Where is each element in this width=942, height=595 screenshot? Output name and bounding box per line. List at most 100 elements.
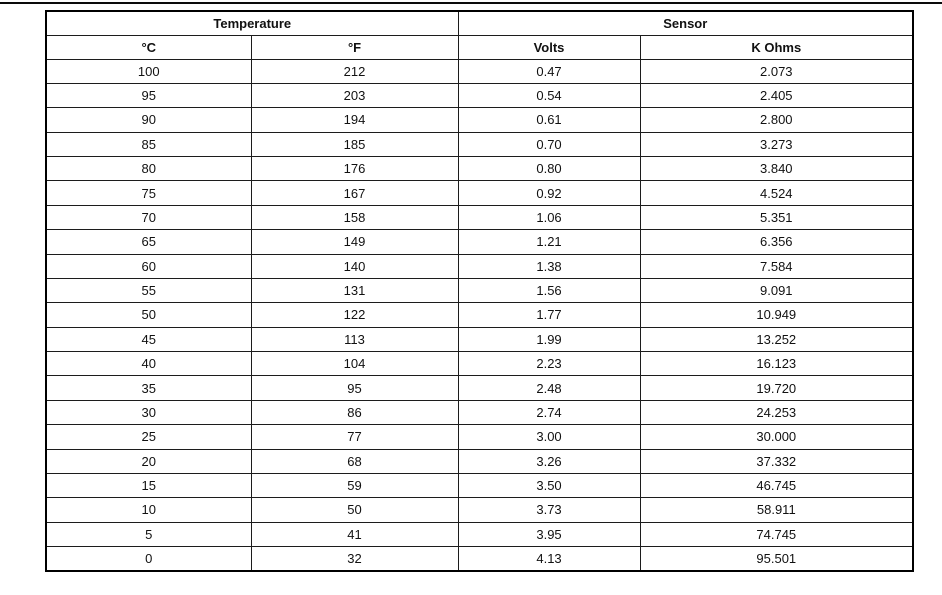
cell-volts: 3.50 xyxy=(457,472,641,499)
cell-celsius: 30 xyxy=(45,399,252,426)
cell-fahrenheit: 68 xyxy=(250,448,459,474)
cell-kohms: 37.332 xyxy=(639,448,914,474)
cell-volts: 0.70 xyxy=(457,131,641,158)
cell-celsius: 45 xyxy=(45,326,252,353)
cell-kohms: 2.800 xyxy=(639,107,914,133)
table-row: 45 113 1.99 13.252 xyxy=(45,326,914,353)
cell-kohms: 19.720 xyxy=(639,375,914,401)
cell-fahrenheit: 185 xyxy=(250,131,459,158)
cell-fahrenheit: 131 xyxy=(250,277,459,304)
cell-volts: 3.00 xyxy=(457,424,641,450)
cell-celsius: 80 xyxy=(45,155,252,182)
cell-fahrenheit: 95 xyxy=(250,375,459,401)
cell-volts: 4.13 xyxy=(457,546,641,572)
table-row: 55 131 1.56 9.091 xyxy=(45,277,914,304)
group-header-sensor: Sensor xyxy=(457,10,914,36)
table-row: 30 86 2.74 24.253 xyxy=(45,399,914,426)
cell-celsius: 100 xyxy=(45,58,252,84)
cell-kohms: 74.745 xyxy=(639,521,914,548)
cell-kohms: 30.000 xyxy=(639,424,914,450)
cell-celsius: 10 xyxy=(45,497,252,523)
cell-fahrenheit: 104 xyxy=(250,350,459,377)
cell-fahrenheit: 212 xyxy=(250,58,459,84)
cell-kohms: 3.840 xyxy=(639,155,914,182)
table-row: 90 194 0.61 2.800 xyxy=(45,107,914,133)
cell-fahrenheit: 113 xyxy=(250,326,459,353)
cell-fahrenheit: 167 xyxy=(250,180,459,206)
cell-kohms: 2.073 xyxy=(639,58,914,84)
cell-volts: 1.38 xyxy=(457,253,641,279)
cell-celsius: 90 xyxy=(45,107,252,133)
cell-kohms: 7.584 xyxy=(639,253,914,279)
table-row: 25 77 3.00 30.000 xyxy=(45,424,914,450)
cell-fahrenheit: 122 xyxy=(250,302,459,328)
cell-volts: 2.23 xyxy=(457,350,641,377)
table-row: 50 122 1.77 10.949 xyxy=(45,302,914,328)
cell-volts: 3.26 xyxy=(457,448,641,474)
column-header-kohms: K Ohms xyxy=(639,34,914,60)
cell-fahrenheit: 176 xyxy=(250,155,459,182)
table-row: 60 140 1.38 7.584 xyxy=(45,253,914,279)
cell-volts: 0.80 xyxy=(457,155,641,182)
cell-volts: 2.48 xyxy=(457,375,641,401)
cell-volts: 0.47 xyxy=(457,58,641,84)
cell-celsius: 15 xyxy=(45,472,252,499)
cell-celsius: 0 xyxy=(45,546,252,572)
cell-volts: 0.54 xyxy=(457,82,641,109)
table-row: 20 68 3.26 37.332 xyxy=(45,448,914,474)
cell-celsius: 85 xyxy=(45,131,252,158)
cell-volts: 0.61 xyxy=(457,107,641,133)
cell-celsius: 50 xyxy=(45,302,252,328)
cell-kohms: 13.252 xyxy=(639,326,914,353)
group-header-temperature: Temperature xyxy=(45,10,459,36)
cell-celsius: 95 xyxy=(45,82,252,109)
table-row: 95 203 0.54 2.405 xyxy=(45,82,914,109)
cell-fahrenheit: 86 xyxy=(250,399,459,426)
cell-fahrenheit: 158 xyxy=(250,204,459,231)
table-row: 35 95 2.48 19.720 xyxy=(45,375,914,401)
cell-volts: 0.92 xyxy=(457,180,641,206)
cell-fahrenheit: 149 xyxy=(250,229,459,255)
column-header-celsius: °C xyxy=(45,34,252,60)
cell-kohms: 46.745 xyxy=(639,472,914,499)
cell-celsius: 5 xyxy=(45,521,252,548)
cell-celsius: 35 xyxy=(45,375,252,401)
cell-kohms: 16.123 xyxy=(639,350,914,377)
table-row: 0 32 4.13 95.501 xyxy=(45,546,914,572)
cell-kohms: 24.253 xyxy=(639,399,914,426)
column-header-row: °C °F Volts K Ohms xyxy=(45,34,914,60)
cell-volts: 3.95 xyxy=(457,521,641,548)
cell-volts: 1.56 xyxy=(457,277,641,304)
cell-volts: 1.06 xyxy=(457,204,641,231)
cell-fahrenheit: 203 xyxy=(250,82,459,109)
cell-kohms: 3.273 xyxy=(639,131,914,158)
cell-kohms: 58.911 xyxy=(639,497,914,523)
cell-fahrenheit: 41 xyxy=(250,521,459,548)
cell-fahrenheit: 194 xyxy=(250,107,459,133)
page-top-rule xyxy=(0,2,942,4)
cell-fahrenheit: 140 xyxy=(250,253,459,279)
cell-kohms: 9.091 xyxy=(639,277,914,304)
cell-kohms: 6.356 xyxy=(639,229,914,255)
table-row: 65 149 1.21 6.356 xyxy=(45,229,914,255)
cell-celsius: 70 xyxy=(45,204,252,231)
cell-celsius: 55 xyxy=(45,277,252,304)
group-header-row: Temperature Sensor xyxy=(45,10,914,36)
table-body: 100 212 0.47 2.073 95 203 0.54 2.405 90 194 0.61 2.… xyxy=(45,58,914,572)
cell-celsius: 75 xyxy=(45,180,252,206)
cell-celsius: 65 xyxy=(45,229,252,255)
column-header-volts: Volts xyxy=(457,34,641,60)
table-row: 100 212 0.47 2.073 xyxy=(45,58,914,84)
table-row: 40 104 2.23 16.123 xyxy=(45,350,914,377)
cell-volts: 1.21 xyxy=(457,229,641,255)
cell-kohms: 2.405 xyxy=(639,82,914,109)
cell-fahrenheit: 32 xyxy=(250,546,459,572)
temperature-sensor-table: Temperature Sensor °C °F Volts K Ohms 10… xyxy=(45,10,915,572)
cell-kohms: 5.351 xyxy=(639,204,914,231)
cell-kohms: 10.949 xyxy=(639,302,914,328)
cell-kohms: 95.501 xyxy=(639,546,914,572)
cell-celsius: 60 xyxy=(45,253,252,279)
table-row: 75 167 0.92 4.524 xyxy=(45,180,914,206)
cell-volts: 2.74 xyxy=(457,399,641,426)
